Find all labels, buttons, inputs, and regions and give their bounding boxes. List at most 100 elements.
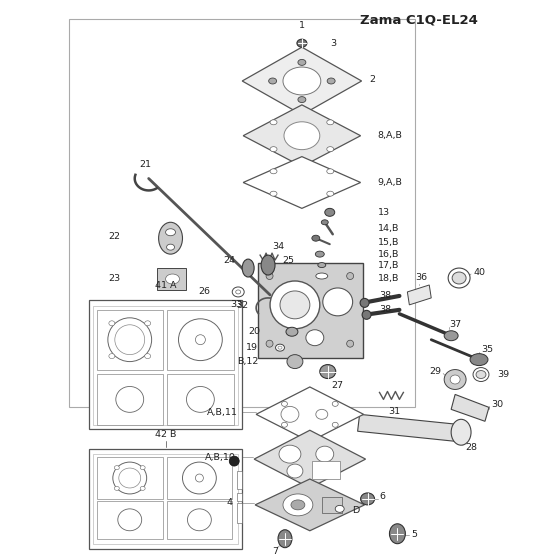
Ellipse shape — [229, 456, 239, 466]
Text: 31: 31 — [389, 407, 400, 417]
Text: 19: 19 — [246, 343, 258, 352]
Polygon shape — [451, 394, 489, 421]
Ellipse shape — [140, 487, 145, 491]
Ellipse shape — [278, 346, 282, 349]
Text: Zama C1Q-EL24: Zama C1Q-EL24 — [361, 13, 478, 26]
Bar — [157, 268, 186, 290]
Polygon shape — [256, 387, 363, 442]
Ellipse shape — [283, 67, 321, 95]
Ellipse shape — [473, 367, 489, 381]
Ellipse shape — [335, 505, 344, 512]
Text: 35: 35 — [481, 345, 493, 354]
Ellipse shape — [451, 419, 471, 445]
Ellipse shape — [286, 327, 298, 336]
Ellipse shape — [318, 263, 326, 268]
Text: 30: 30 — [491, 400, 503, 409]
Text: 6: 6 — [380, 492, 385, 501]
Text: 13: 13 — [377, 208, 390, 217]
Ellipse shape — [269, 78, 277, 84]
Text: 42 B: 42 B — [155, 430, 176, 439]
Ellipse shape — [242, 259, 254, 277]
Text: 38: 38 — [380, 305, 391, 314]
Bar — [97, 374, 162, 425]
Ellipse shape — [270, 191, 277, 196]
Ellipse shape — [279, 445, 301, 463]
Text: 14,B: 14,B — [377, 224, 399, 233]
Text: 8,A,B: 8,A,B — [377, 131, 403, 140]
Ellipse shape — [323, 288, 353, 316]
Bar — [97, 457, 162, 499]
Ellipse shape — [270, 147, 277, 152]
Text: 28: 28 — [465, 442, 477, 452]
Ellipse shape — [276, 344, 284, 351]
Text: 34: 34 — [272, 242, 284, 251]
Polygon shape — [255, 479, 365, 531]
Ellipse shape — [325, 208, 335, 216]
Bar — [237, 471, 242, 489]
Ellipse shape — [166, 244, 175, 250]
Bar — [97, 501, 162, 539]
Ellipse shape — [306, 330, 324, 346]
Text: 29: 29 — [429, 367, 441, 376]
Ellipse shape — [320, 365, 336, 379]
Bar — [89, 449, 242, 549]
Ellipse shape — [316, 273, 328, 279]
Text: 26: 26 — [198, 287, 211, 296]
Ellipse shape — [113, 462, 147, 494]
Ellipse shape — [287, 354, 303, 368]
Bar — [97, 310, 162, 370]
Ellipse shape — [287, 464, 303, 478]
Text: 16,B: 16,B — [377, 250, 399, 259]
Ellipse shape — [195, 335, 206, 344]
Ellipse shape — [316, 409, 328, 419]
Text: B,12: B,12 — [237, 357, 258, 366]
Ellipse shape — [179, 319, 222, 361]
Ellipse shape — [266, 273, 273, 279]
Polygon shape — [254, 430, 366, 488]
Ellipse shape — [232, 287, 244, 297]
Ellipse shape — [166, 274, 180, 284]
Ellipse shape — [327, 147, 334, 152]
Ellipse shape — [291, 500, 305, 510]
Ellipse shape — [109, 353, 115, 358]
Text: 32: 32 — [236, 301, 248, 310]
Ellipse shape — [327, 169, 334, 174]
Bar — [89, 300, 242, 430]
Ellipse shape — [448, 268, 470, 288]
Text: 33: 33 — [230, 300, 242, 309]
Text: 17,B: 17,B — [377, 260, 399, 269]
Ellipse shape — [389, 524, 405, 544]
Ellipse shape — [470, 353, 488, 366]
Ellipse shape — [278, 530, 292, 548]
Ellipse shape — [109, 321, 115, 326]
Ellipse shape — [114, 487, 119, 491]
Ellipse shape — [282, 422, 287, 427]
Text: 9,A,B: 9,A,B — [377, 178, 403, 187]
Ellipse shape — [316, 446, 334, 462]
Ellipse shape — [188, 509, 211, 531]
Ellipse shape — [298, 97, 306, 102]
Ellipse shape — [270, 120, 277, 125]
Ellipse shape — [158, 222, 183, 254]
Text: 36: 36 — [415, 273, 427, 282]
Ellipse shape — [332, 422, 338, 427]
Text: 40: 40 — [473, 268, 485, 277]
Text: D: D — [352, 506, 359, 515]
Text: 23: 23 — [109, 273, 121, 282]
Ellipse shape — [452, 272, 466, 284]
Text: 24: 24 — [223, 255, 235, 264]
Ellipse shape — [444, 370, 466, 389]
Ellipse shape — [119, 468, 141, 488]
Polygon shape — [243, 105, 361, 166]
Text: 7: 7 — [272, 547, 278, 556]
Bar — [166, 310, 234, 370]
Ellipse shape — [195, 474, 203, 482]
Ellipse shape — [444, 331, 458, 340]
Ellipse shape — [108, 318, 152, 362]
Ellipse shape — [144, 353, 151, 358]
Ellipse shape — [327, 120, 334, 125]
Text: 21: 21 — [139, 160, 152, 169]
Text: 4: 4 — [226, 498, 232, 507]
Ellipse shape — [282, 402, 287, 407]
Ellipse shape — [321, 220, 328, 225]
